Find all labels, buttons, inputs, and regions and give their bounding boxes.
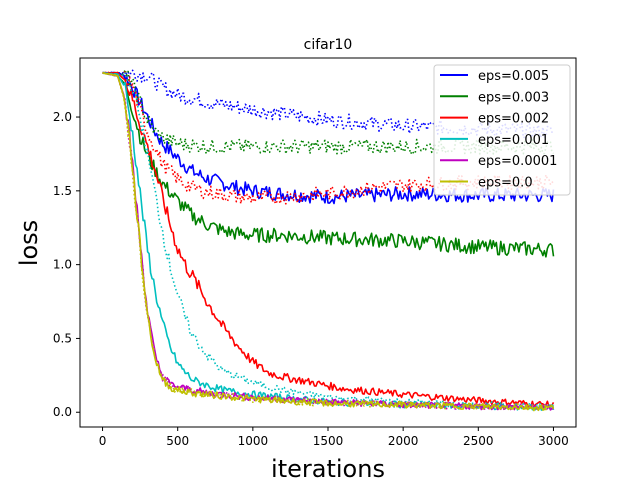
series-line-7	[102, 72, 555, 410]
legend-label: eps=0.002	[478, 112, 549, 127]
x-tick-label: 2000	[388, 434, 419, 448]
legend: eps=0.005 eps=0.003 eps=0.002 eps=0.001 eps=…	[433, 64, 571, 196]
x-tick-label: 1000	[238, 434, 269, 448]
legend-box	[433, 64, 571, 196]
y-tick-label: 0.5	[53, 331, 72, 345]
x-axis: 0 500 1000 1500 2000 2500 3000	[99, 427, 569, 448]
series-line-0	[102, 71, 555, 205]
x-tick-label: 2500	[463, 434, 494, 448]
x-tick-label: 500	[166, 434, 189, 448]
series-line-2	[102, 71, 555, 258]
y-tick-label: 0.0	[53, 405, 72, 419]
x-axis-title: iterations	[271, 455, 385, 480]
y-axis-title: loss	[15, 220, 43, 266]
legend-label: eps=0.001	[478, 133, 549, 148]
series-line-9	[102, 71, 555, 412]
series-line-10	[102, 72, 555, 412]
x-tick-label: 1500	[313, 434, 344, 448]
x-tick-label: 3000	[538, 434, 569, 448]
series-line-4	[102, 71, 555, 409]
legend-label: eps=0.0001	[478, 154, 557, 169]
series-line-11	[102, 72, 555, 411]
legend-label: eps=0.003	[478, 90, 549, 105]
legend-label: eps=0.0	[478, 176, 533, 191]
chart-title: cifar10	[304, 37, 353, 53]
y-tick-label: 2.0	[53, 110, 72, 124]
y-tick-label: 1.0	[53, 258, 72, 272]
legend-label: eps=0.005	[478, 69, 549, 84]
y-tick-label: 1.5	[53, 184, 72, 198]
y-axis: 0.0 0.5 1.0 1.5 2.0	[53, 110, 80, 419]
x-tick-label: 0	[99, 434, 107, 448]
